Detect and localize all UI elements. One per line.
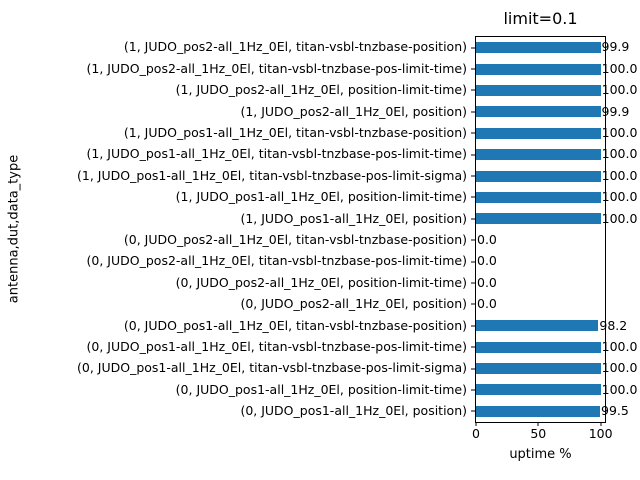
- bar-value-label: 99.9: [601, 103, 630, 119]
- chart-title: limit=0.1: [503, 9, 578, 28]
- x-tick-mark: [537, 422, 539, 426]
- y-tick-mark: [471, 218, 475, 220]
- category-label: (0, JUDO_pos1-all_1Hz_0El, position): [240, 403, 467, 419]
- bar: [476, 191, 601, 203]
- bar: [476, 149, 601, 161]
- bars-container: (1, JUDO_pos2-all_1Hz_0El, titan-vsbl-tn…: [77, 37, 637, 422]
- bar-value-label: 100.0: [601, 167, 638, 183]
- y-tick-mark: [471, 175, 475, 177]
- x-tick-mark: [600, 422, 602, 426]
- bar-row: (1, JUDO_pos1-all_1Hz_0El, position) 100.…: [240, 208, 637, 229]
- bar-value-label: 99.9: [601, 39, 630, 55]
- category-label: (0, JUDO_pos2-all_1Hz_0El, position): [240, 296, 467, 312]
- y-tick-mark: [471, 303, 475, 305]
- bar-value-label: 100.0: [601, 360, 638, 376]
- x-axis-label: uptime %: [509, 447, 572, 462]
- bar-row: (0, JUDO_pos2-all_1Hz_0El, titan-vsbl-tn…: [87, 251, 605, 272]
- bar-value-label: 100.0: [601, 125, 638, 140]
- category-label: (1, JUDO_pos1-all_1Hz_0El, titan-vsbl-tn…: [86, 146, 467, 162]
- category-label: (1, JUDO_pos1-all_1Hz_0El, titan-vsbl-tn…: [123, 125, 467, 140]
- bar-row: (0, JUDO_pos2-all_1Hz_0El, position-limi…: [176, 272, 605, 293]
- bar-value-label: 100.0: [601, 338, 638, 354]
- category-label: (1, JUDO_pos2-all_1Hz_0El, position): [240, 103, 467, 119]
- y-tick-mark: [471, 389, 475, 391]
- bar-row: (1, JUDO_pos2-all_1Hz_0El, titan-vsbl-tn…: [87, 58, 637, 79]
- bar-value-label: 99.5: [601, 403, 629, 419]
- bar-value-label: 100.0: [601, 60, 638, 76]
- bar-value-label: 100.0: [601, 210, 638, 226]
- plot-area: (1, JUDO_pos2-all_1Hz_0El, titan-vsbl-tn…: [77, 36, 637, 440]
- x-tick-label: 50: [530, 426, 547, 441]
- bar-row: (0, JUDO_pos1-all_1Hz_0El, position-limi…: [176, 379, 637, 400]
- y-tick-mark: [471, 239, 475, 241]
- bar-row: (0, JUDO_pos1-all_1Hz_0El, titan-vsbl-tn…: [124, 315, 627, 336]
- category-label: (0, JUDO_pos2-all_1Hz_0El, titan-vsbl-tn…: [123, 231, 467, 247]
- bar: [476, 320, 599, 332]
- bar-value-label: 0.0: [477, 253, 497, 269]
- category-label: (0, JUDO_pos1-all_1Hz_0El, titan-vsbl-tn…: [123, 317, 467, 333]
- bar-value-label: 100.0: [601, 189, 638, 205]
- bar-value-label: 100.0: [601, 381, 638, 397]
- bar: [476, 341, 601, 353]
- bar-row: (0, JUDO_pos2-all_1Hz_0El, position) 0.0: [240, 294, 605, 315]
- y-tick-mark: [471, 89, 475, 91]
- x-tick-label: 100: [588, 426, 613, 441]
- category-label: (1, JUDO_pos2-all_1Hz_0El, titan-vsbl-tn…: [123, 39, 467, 55]
- bar: [476, 42, 601, 54]
- bar: [476, 63, 601, 75]
- y-tick-mark: [471, 111, 475, 113]
- bar: [476, 106, 601, 118]
- bar: [476, 405, 600, 417]
- category-label: (0, JUDO_pos1-all_1Hz_0El, position-limi…: [175, 381, 467, 397]
- category-label: (0, JUDO_pos2-all_1Hz_0El, titan-vsbl-tn…: [86, 253, 467, 269]
- bar-value-label: 0.0: [477, 231, 497, 247]
- bar: [476, 384, 601, 396]
- y-tick-mark: [471, 154, 475, 156]
- bar-row: (1, JUDO_pos2-all_1Hz_0El, titan-vsbl-tn…: [124, 37, 629, 58]
- y-axis-label: antenna,dut,data_type: [6, 154, 22, 304]
- category-label: (1, JUDO_pos1-all_1Hz_0El, titan-vsbl-tn…: [77, 167, 467, 183]
- bar-row: (1, JUDO_pos1-all_1Hz_0El, titan-vsbl-tn…: [77, 165, 637, 186]
- category-label: (1, JUDO_pos2-all_1Hz_0El, titan-vsbl-tn…: [86, 60, 467, 76]
- bar-row: (0, JUDO_pos1-all_1Hz_0El, titan-vsbl-tn…: [87, 336, 637, 357]
- bar: [476, 363, 601, 375]
- y-tick-mark: [471, 368, 475, 370]
- y-tick-mark: [471, 47, 475, 49]
- y-tick-mark: [471, 325, 475, 327]
- bar-value-label: 100.0: [601, 82, 638, 98]
- x-tick-label: 0: [472, 426, 480, 441]
- category-label: (1, JUDO_pos1-all_1Hz_0El, position): [240, 210, 467, 226]
- bar-row: (1, JUDO_pos1-all_1Hz_0El, titan-vsbl-tn…: [87, 144, 637, 165]
- y-tick-mark: [471, 132, 475, 134]
- bar-row: (0, JUDO_pos1-all_1Hz_0El, position) 99.5: [240, 401, 629, 422]
- bar-row: (1, JUDO_pos2-all_1Hz_0El, position) 99.9: [240, 101, 629, 122]
- bar-row: (0, JUDO_pos2-all_1Hz_0El, titan-vsbl-tn…: [124, 230, 605, 251]
- y-tick-mark: [471, 410, 475, 412]
- y-tick-mark: [471, 346, 475, 348]
- bar-value-label: 98.2: [599, 317, 628, 333]
- y-tick-mark: [471, 261, 475, 263]
- bar-row: (1, JUDO_pos2-all_1Hz_0El, position-limi…: [176, 80, 637, 101]
- bar-row: (1, JUDO_pos1-all_1Hz_0El, position-limi…: [176, 187, 637, 208]
- bar-value-label: 0.0: [477, 274, 497, 290]
- category-label: (1, JUDO_pos1-all_1Hz_0El, position-limi…: [175, 189, 467, 205]
- bar: [476, 84, 601, 96]
- x-tick-mark: [475, 422, 477, 426]
- bar: [476, 170, 601, 182]
- bar: [476, 213, 601, 225]
- y-tick-mark: [471, 68, 475, 70]
- bar: [476, 127, 601, 139]
- bar-value-label: 0.0: [477, 296, 497, 312]
- bar-row: (1, JUDO_pos1-all_1Hz_0El, titan-vsbl-tn…: [124, 123, 637, 144]
- category-label: (0, JUDO_pos2-all_1Hz_0El, position-limi…: [175, 274, 467, 290]
- bar-value-label: 100.0: [601, 146, 638, 162]
- bar-row: (0, JUDO_pos1-all_1Hz_0El, titan-vsbl-tn…: [77, 358, 637, 379]
- y-tick-mark: [471, 196, 475, 198]
- category-label: (0, JUDO_pos1-all_1Hz_0El, titan-vsbl-tn…: [77, 360, 467, 376]
- category-label: (1, JUDO_pos2-all_1Hz_0El, position-limi…: [175, 82, 467, 98]
- y-tick-mark: [471, 282, 475, 284]
- category-label: (0, JUDO_pos1-all_1Hz_0El, titan-vsbl-tn…: [86, 338, 467, 354]
